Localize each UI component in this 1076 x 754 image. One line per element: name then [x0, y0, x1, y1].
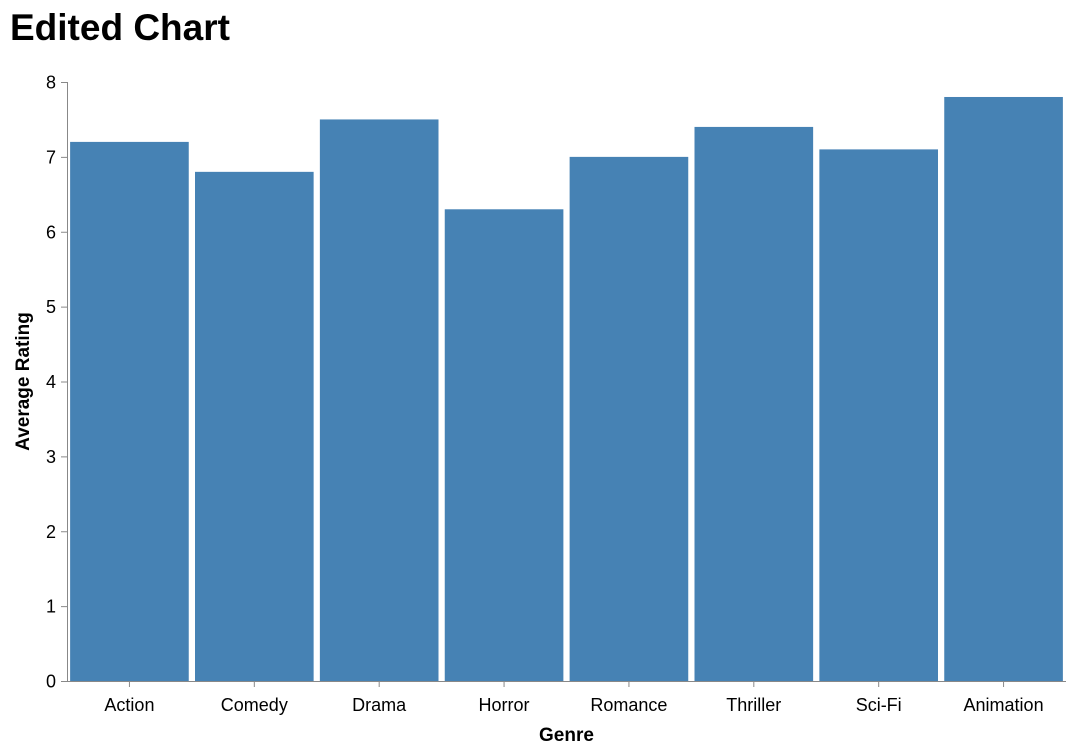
y-tick-label: 7 — [46, 147, 56, 167]
x-tick-label: Drama — [352, 695, 407, 715]
y-tick-label: 2 — [46, 522, 56, 542]
bar-comedy — [195, 171, 314, 681]
bar-thriller — [694, 126, 814, 682]
bar-drama — [319, 119, 439, 681]
y-tick-label: 4 — [46, 372, 56, 392]
x-axis-title: Genre — [539, 725, 594, 746]
y-tick-label: 6 — [46, 222, 56, 242]
y-tick-label: 5 — [46, 297, 56, 317]
x-axis: Action Comedy Drama Horror Romance Thriller Sc… — [67, 681, 1066, 715]
x-tick-label: Animation — [964, 695, 1044, 715]
x-tick-label: Romance — [590, 695, 667, 715]
bar-romance — [569, 156, 689, 682]
y-axis: 0 1 2 3 4 5 6 7 8 — [46, 73, 68, 692]
bar-animation — [944, 96, 1063, 682]
bar-sci-fi — [819, 149, 938, 681]
x-tick-label: Comedy — [221, 695, 288, 715]
y-tick-label: 1 — [46, 597, 56, 617]
bar-horror — [444, 209, 564, 682]
y-tick-label: 3 — [46, 447, 56, 467]
x-tick-label: Action — [104, 695, 154, 715]
y-axis-title: Average Rating — [13, 312, 34, 451]
y-tick-label: 8 — [46, 73, 56, 93]
bars-layer — [70, 96, 1063, 682]
bar-action — [70, 141, 189, 681]
x-tick-label: Horror — [479, 695, 530, 715]
chart-title: Edited Chart — [10, 7, 230, 48]
y-tick-label: 0 — [46, 672, 56, 692]
x-tick-label: Sci-Fi — [856, 695, 902, 715]
x-tick-label: Thriller — [726, 695, 781, 715]
